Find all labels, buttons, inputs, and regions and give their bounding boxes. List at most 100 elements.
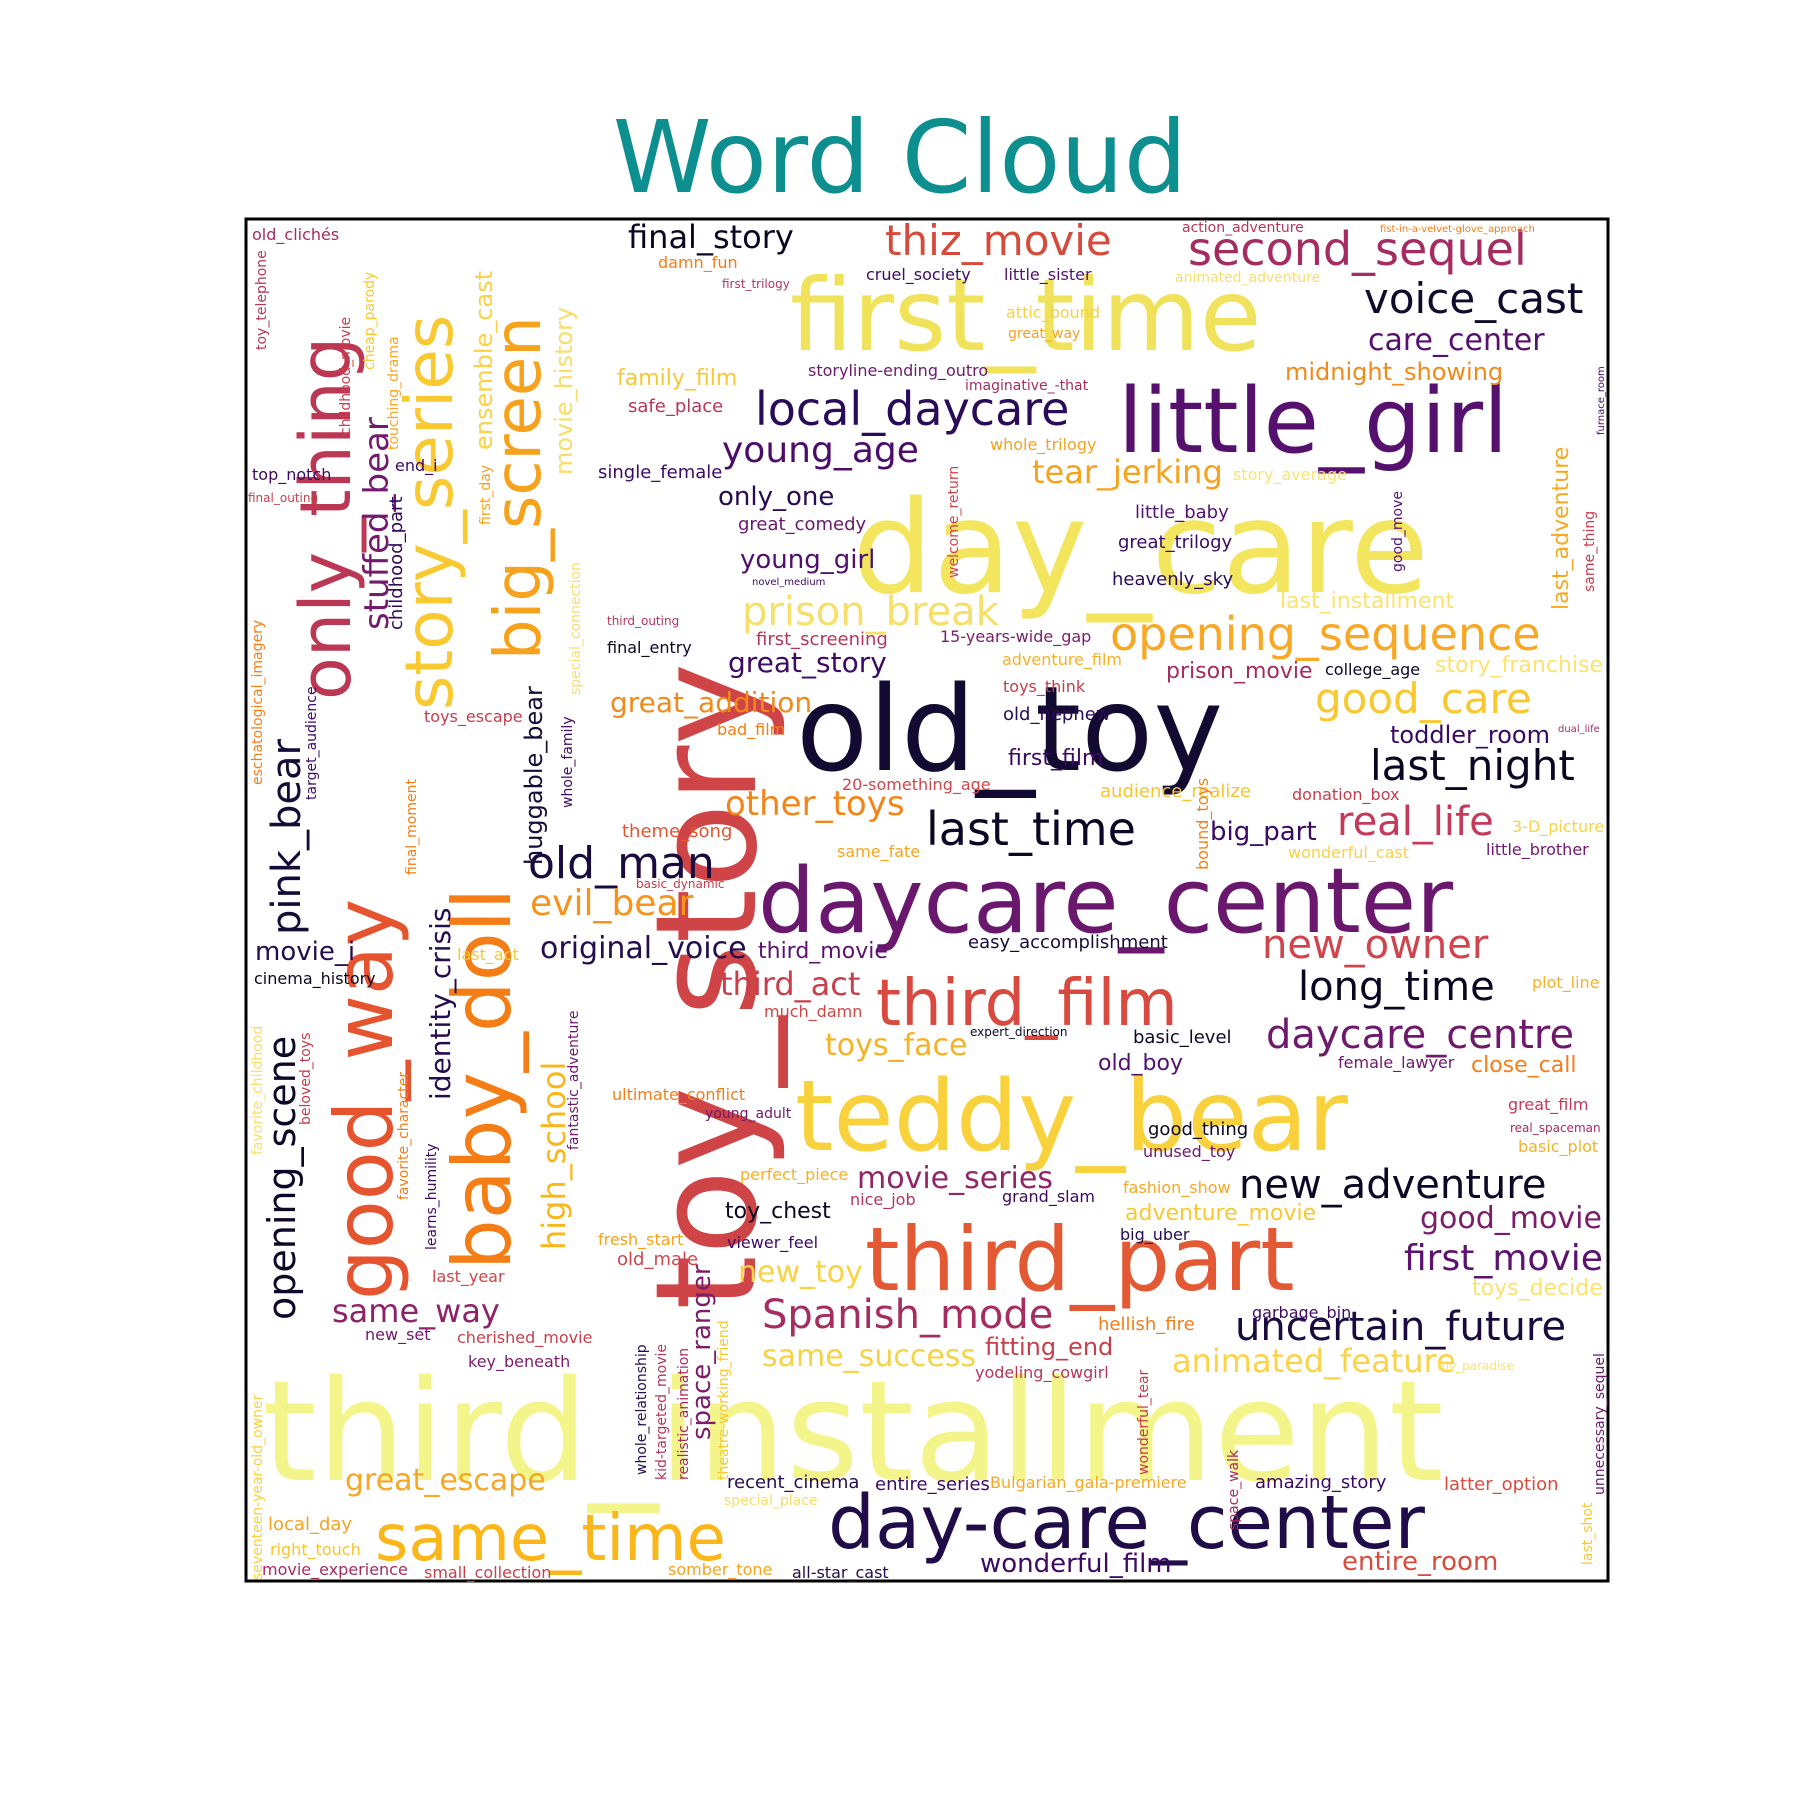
cloud-word: good_movie xyxy=(1420,1201,1602,1236)
cloud-word: expert_direction xyxy=(970,1025,1068,1039)
cloud-word: furnace_room xyxy=(1596,366,1607,435)
cloud-word: real_spaceman xyxy=(1510,1121,1601,1135)
cloud-word: single_female xyxy=(598,462,722,483)
cloud-word: entire_series xyxy=(875,1474,990,1495)
cloud-word: evil_bear xyxy=(530,883,694,924)
cloud-word: old_man xyxy=(528,838,715,889)
cloud-word: special_place xyxy=(724,1493,818,1509)
cloud-word: second_sequel xyxy=(1188,222,1527,276)
cloud-word: last_shot xyxy=(1580,1502,1596,1565)
cloud-word: fresh_start xyxy=(598,1230,683,1250)
cloud-word: cheap_parody xyxy=(362,272,378,370)
cloud-word: opening_sequence xyxy=(1110,607,1541,661)
cloud-word: 3-D_picture xyxy=(1512,817,1604,837)
cloud-word: college_age xyxy=(1325,660,1420,680)
cloud-word: only_thing xyxy=(285,337,367,700)
cloud-word: great_story xyxy=(728,646,887,679)
cloud-word: grand_slam xyxy=(1002,1187,1095,1207)
cloud-word: female_lawyer xyxy=(1338,1053,1455,1073)
cloud-word: beloved_toys xyxy=(298,1033,314,1125)
cloud-word: Bulgarian_gala-premiere xyxy=(990,1473,1187,1493)
cloud-word: movie_experience xyxy=(262,1560,408,1580)
cloud-word: toys_face xyxy=(825,1028,967,1063)
cloud-word: animated_adventure xyxy=(1175,270,1320,286)
cloud-word: local_daycare xyxy=(755,382,1069,436)
cloud-word: good_thing xyxy=(1148,1119,1248,1140)
cloud-word: touching_drama xyxy=(386,336,402,450)
cloud-word: family_film xyxy=(617,366,737,391)
cloud-word: right_touch xyxy=(270,1540,361,1560)
cloud-word: basic_plot xyxy=(1518,1137,1598,1157)
cloud-word: uncertain_future xyxy=(1235,1304,1566,1350)
cloud-word: top_notch xyxy=(252,465,331,485)
cloud-word: same_way xyxy=(332,1292,500,1330)
cloud-word: Spanish_mode xyxy=(762,1292,1053,1338)
cloud-word: little_sister xyxy=(1004,265,1092,285)
cloud-word: same_time xyxy=(375,1502,726,1576)
cloud-word: final_moment xyxy=(404,779,420,875)
cloud-word: third_film xyxy=(876,967,1178,1041)
cloud-word: wonderful_film xyxy=(980,1549,1172,1579)
cloud-word: attic_bound xyxy=(1006,303,1100,323)
cloud-word: toy_paradise xyxy=(1437,1359,1514,1373)
cloud-word: same_thing xyxy=(1582,511,1598,592)
cloud-frame xyxy=(244,217,1610,1583)
cloud-word: story_average xyxy=(1233,465,1347,485)
cloud-word: new_adventure xyxy=(1239,1162,1546,1208)
cloud-word: young_girl xyxy=(740,545,875,575)
cloud-word: last_time xyxy=(926,802,1136,856)
cloud-word: midnight_showing xyxy=(1285,358,1503,386)
cloud-word: real_life xyxy=(1337,799,1494,845)
cloud-word: end_i xyxy=(395,456,438,476)
cloud-word: first_day xyxy=(478,465,494,525)
cloud-word: thiz_movie xyxy=(885,216,1112,265)
cloud-word: third_act xyxy=(720,965,860,1003)
cloud-word: huggable_bear xyxy=(520,686,548,865)
cloud-word: movie_i xyxy=(255,937,355,967)
cloud-word: toy_chest xyxy=(725,1199,831,1224)
cloud-word: great_comedy xyxy=(738,514,867,535)
cloud-word: teddy_bear xyxy=(795,1060,1349,1174)
cloud-word: whole_trilogy xyxy=(990,435,1096,455)
cloud-word: long_time xyxy=(1298,964,1495,1010)
cloud-word: cruel_society xyxy=(866,265,971,285)
cloud-word: little_brother xyxy=(1486,840,1589,860)
cloud-word: action_adventure xyxy=(1182,220,1304,236)
cloud-word: fist-in-a-velvet-glove_approach xyxy=(1380,224,1535,235)
cloud-word: story_franchise xyxy=(1435,653,1603,678)
cloud-word: key_beneath xyxy=(468,1352,570,1372)
cloud-word: prison_movie xyxy=(1166,659,1313,684)
chart-title: Word Cloud xyxy=(612,99,1188,216)
cloud-word: other_toys xyxy=(725,784,905,824)
cloud-word: tear_jerking xyxy=(1032,453,1223,491)
cloud-word: little_baby xyxy=(1135,502,1229,523)
cloud-word: last_night xyxy=(1370,741,1575,790)
cloud-word: great_way xyxy=(1008,326,1080,342)
cloud-word: big_uber xyxy=(1120,1225,1190,1245)
cloud-word: dual_life xyxy=(1558,724,1600,735)
cloud-word: daycare_center xyxy=(758,849,1453,954)
cloud-word: space_walk xyxy=(1226,1449,1242,1530)
cloud-word: last_adventure xyxy=(1549,447,1574,610)
cloud-word: wonderful_cast xyxy=(1288,843,1409,863)
cloud-word: wonderful_tear xyxy=(1136,1369,1152,1475)
cloud-word: ultimate_conflict xyxy=(612,1085,745,1105)
cloud-word: unused_toy xyxy=(1143,1142,1235,1162)
cloud-word: movie_history xyxy=(550,307,578,475)
cloud-word: realistic_animation xyxy=(676,1348,692,1480)
cloud-word: little_girl xyxy=(1118,369,1508,474)
cloud-word: unnecessary_sequel xyxy=(1592,1353,1608,1495)
cloud-word: viewer_feel xyxy=(727,1233,818,1253)
cloud-word: identity_crisis xyxy=(424,908,457,1100)
cloud-word: damn_fun xyxy=(658,253,738,273)
cloud-word: story_series xyxy=(391,315,468,710)
cloud-word: storyline-ending_outro xyxy=(808,361,988,381)
cloud-word: learns_humility xyxy=(424,1143,440,1250)
cloud-word: plot_line xyxy=(1532,973,1600,993)
cloud-word: great_film xyxy=(1508,1095,1588,1115)
word-layer: toy_story third_installment day_care old_to… xyxy=(248,216,1608,1583)
cloud-word: old_nephew xyxy=(1003,704,1111,725)
cloud-word: toys_decide xyxy=(1472,1276,1603,1301)
cloud-word: good_care xyxy=(1315,674,1532,723)
